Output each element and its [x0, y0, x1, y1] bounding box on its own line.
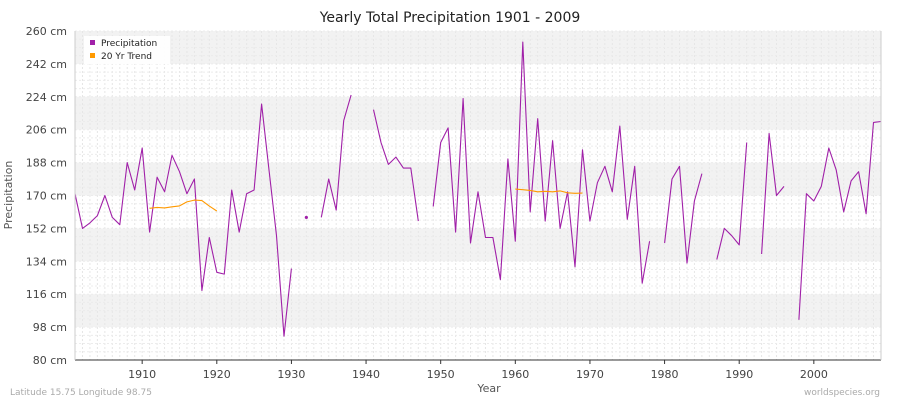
series-line [149, 199, 218, 212]
x-tick-label: 1930 [277, 368, 305, 381]
x-tick-label: 1990 [725, 368, 753, 381]
y-tick-label: 116 cm [26, 288, 67, 301]
series-precipitation [74, 41, 882, 337]
y-tick-label: 260 cm [26, 25, 67, 38]
y-tick-label: 206 cm [26, 124, 67, 137]
x-tick-label: 1950 [427, 368, 455, 381]
legend-swatch-precipitation [90, 40, 95, 45]
series-line [761, 132, 785, 255]
legend-label-trend: 20 Yr Trend [101, 52, 152, 62]
series-line [372, 109, 419, 222]
y-tick-label: 224 cm [26, 91, 67, 104]
legend-label-precipitation: Precipitation [101, 39, 157, 49]
y-tick-label: 188 cm [26, 157, 67, 170]
footer-source: worldspecies.org [804, 388, 880, 398]
x-tick-label: 1980 [651, 368, 679, 381]
series-line [664, 165, 703, 264]
series-line [320, 94, 352, 218]
legend: Precipitation 20 Yr Trend [84, 36, 170, 64]
x-tick-label: 2000 [800, 368, 828, 381]
y-tick-label: 134 cm [26, 255, 67, 268]
x-tick-label: 1940 [352, 368, 380, 381]
series-trend [149, 188, 583, 212]
series-line [716, 142, 748, 260]
grid-lines [74, 30, 882, 361]
legend-box [84, 36, 170, 64]
y-tick-label: 152 cm [26, 222, 67, 235]
y-tick-label: 98 cm [33, 321, 67, 334]
y-axis-label: Precipitation [2, 161, 15, 230]
series-line [74, 103, 292, 337]
series-line [515, 188, 583, 194]
x-tick-label: 1960 [501, 368, 529, 381]
x-tick-label: 1970 [576, 368, 604, 381]
x-axis-label: Year [476, 382, 501, 395]
y-tick-label: 80 cm [33, 354, 67, 367]
series-layer [74, 41, 882, 337]
series-line [798, 120, 882, 320]
chart-title: Yearly Total Precipitation 1901 - 2009 [319, 10, 581, 26]
legend-swatch-trend [90, 53, 95, 58]
y-tick-label: 242 cm [26, 58, 67, 71]
series-line [432, 41, 651, 284]
x-tick-label: 1920 [203, 368, 231, 381]
footer-coordinates: Latitude 15.75 Longitude 98.75 [10, 388, 152, 398]
data-point [304, 215, 308, 220]
x-tick-label: 1910 [128, 368, 156, 381]
axes: 80 cm 98 cm 116 cm 134 cm 152 cm 170 cm 188 cm… [26, 25, 882, 381]
y-tick-label: 170 cm [26, 190, 67, 203]
